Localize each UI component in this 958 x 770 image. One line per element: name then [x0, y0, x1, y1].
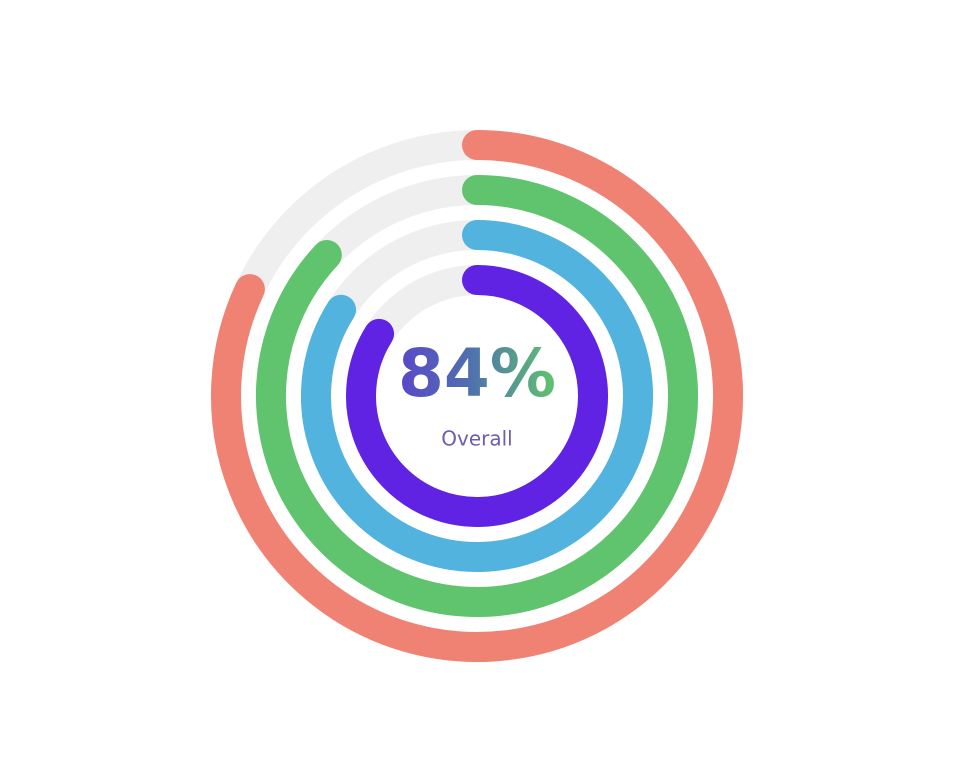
ring-bar: [211, 130, 743, 662]
ring-bar: [346, 265, 608, 527]
total-value: 84%: [398, 335, 556, 412]
rings: [211, 130, 743, 662]
ring-bar: [301, 220, 653, 572]
ring-bar: [256, 175, 698, 617]
total-name: Overall: [441, 427, 512, 451]
